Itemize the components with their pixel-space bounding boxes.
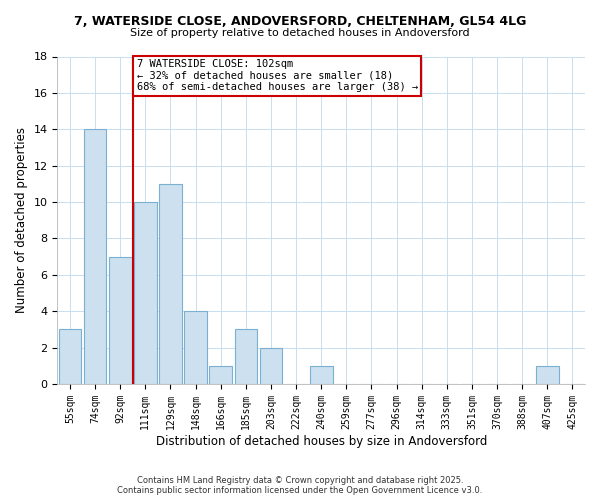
Bar <box>84 130 106 384</box>
Text: Contains HM Land Registry data © Crown copyright and database right 2025.
Contai: Contains HM Land Registry data © Crown c… <box>118 476 482 495</box>
X-axis label: Distribution of detached houses by size in Andoversford: Distribution of detached houses by size … <box>155 434 487 448</box>
Bar <box>536 366 559 384</box>
Bar <box>159 184 182 384</box>
Text: 7 WATERSIDE CLOSE: 102sqm
← 32% of detached houses are smaller (18)
68% of semi-: 7 WATERSIDE CLOSE: 102sqm ← 32% of detac… <box>137 59 418 92</box>
Text: 7, WATERSIDE CLOSE, ANDOVERSFORD, CHELTENHAM, GL54 4LG: 7, WATERSIDE CLOSE, ANDOVERSFORD, CHELTE… <box>74 15 526 28</box>
Y-axis label: Number of detached properties: Number of detached properties <box>15 127 28 313</box>
Bar <box>209 366 232 384</box>
Bar <box>134 202 157 384</box>
Bar <box>184 311 207 384</box>
Bar <box>310 366 332 384</box>
Bar <box>260 348 282 384</box>
Bar <box>59 330 81 384</box>
Bar <box>109 256 131 384</box>
Bar <box>235 330 257 384</box>
Text: Size of property relative to detached houses in Andoversford: Size of property relative to detached ho… <box>130 28 470 38</box>
